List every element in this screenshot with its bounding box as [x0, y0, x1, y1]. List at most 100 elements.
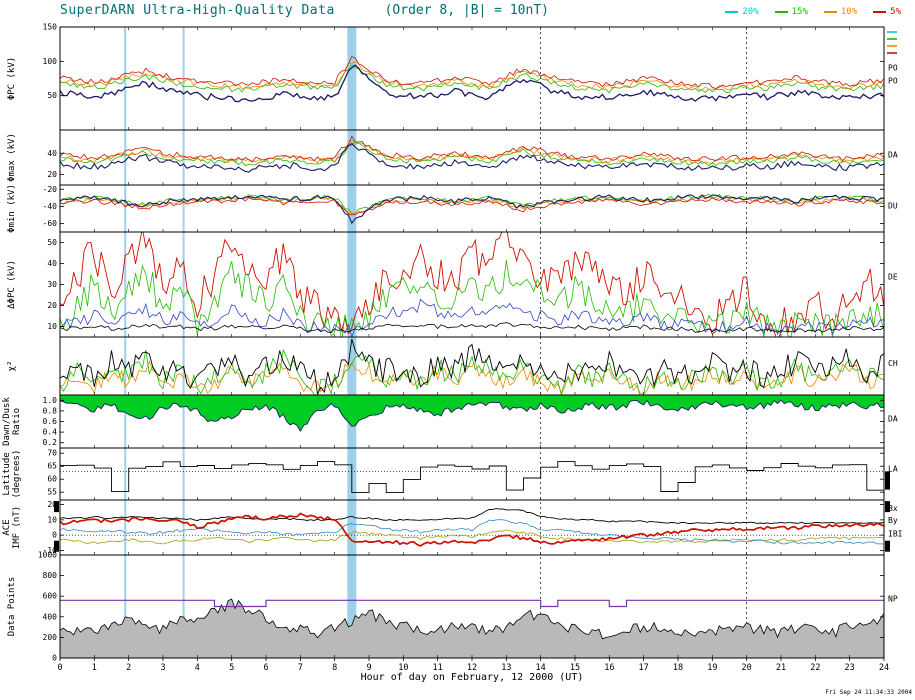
x-tick-label: 16 — [604, 663, 614, 673]
y-tick-label: 0.2 — [43, 438, 58, 447]
series-pct5 — [60, 232, 884, 337]
right-label: DU — [888, 202, 898, 211]
x-tick-label: 1 — [92, 663, 97, 673]
y-tick-label: 0.4 — [43, 428, 58, 437]
series-floor — [60, 322, 884, 333]
series-n-points — [60, 598, 884, 640]
y-tick-label: 0.6 — [43, 417, 58, 426]
panel-phi-min — [60, 193, 884, 225]
y-tick-label: 40 — [47, 259, 57, 268]
highlight-vline — [182, 27, 185, 658]
series-median — [60, 142, 884, 173]
edge-mark — [885, 471, 890, 490]
series-Bx — [60, 512, 884, 547]
panel-ylabel: (degrees) — [12, 450, 22, 499]
panel-ylabel: ACE — [2, 519, 12, 535]
chart-subtitle: (Order 8, |B| = 10nT) — [384, 3, 549, 18]
panel-ylabel: ΔΦPC (kV) — [7, 260, 17, 309]
x-tick-label: 18 — [673, 663, 683, 673]
legend-label: 20% — [742, 7, 759, 17]
x-tick-label: 20 — [742, 663, 752, 673]
x-tick-label: 6 — [263, 663, 268, 673]
y-tick-label: 20 — [47, 500, 57, 509]
x-tick-label: 3 — [160, 663, 165, 673]
x-tick-label: 14 — [536, 663, 546, 673]
series-ratio-fill — [60, 395, 884, 432]
x-tick-label: 12 — [467, 663, 477, 673]
x-tick-label: 23 — [845, 663, 855, 673]
panel-data-points — [60, 598, 884, 658]
y-tick-label: 30 — [47, 280, 57, 289]
x-axis-title: Hour of day on February, 12 2000 (UT) — [360, 672, 584, 683]
legend-item: 5% — [873, 7, 901, 17]
x-tick-label: 9 — [366, 663, 371, 673]
x-tick-label: 7 — [298, 663, 303, 673]
series-chi-green — [60, 348, 884, 395]
panel-phi-max — [60, 135, 884, 173]
y-tick-label: 1.0 — [43, 396, 58, 405]
series-median — [60, 194, 884, 225]
y-tick-label: 40 — [47, 149, 57, 158]
x-tick-label: 13 — [501, 663, 511, 673]
panel-ylabel: Ratio — [12, 408, 22, 435]
y-tick-label: 70 — [47, 449, 57, 458]
series-pct10 — [60, 139, 884, 165]
series-Bz — [60, 529, 884, 545]
panel-chi-squared — [60, 338, 884, 395]
x-tick-label: 17 — [639, 663, 649, 673]
y-tick-label: -10 — [43, 546, 58, 555]
x-tick-label: 22 — [810, 663, 820, 673]
series-pct5 — [60, 56, 884, 89]
y-tick-label: 20 — [47, 301, 57, 310]
series-np-threshold — [60, 599, 884, 608]
y-tick-label: 20 — [47, 170, 57, 179]
right-label: LA — [888, 464, 898, 473]
panel-ace-imf — [60, 508, 884, 547]
y-tick-label: 10 — [47, 515, 57, 524]
highlight-vline — [347, 27, 357, 658]
highlight-vline — [124, 27, 127, 658]
edge-mark — [54, 540, 59, 552]
series-latitude — [60, 461, 884, 494]
y-tick-label: 800 — [43, 571, 58, 580]
series-pct15 — [60, 141, 884, 167]
edge-mark — [885, 540, 890, 552]
legend-label: 15% — [791, 7, 808, 17]
x-tick-label: 24 — [879, 663, 889, 673]
x-tick-label: 4 — [195, 663, 200, 673]
series-pct15 — [60, 64, 884, 94]
print-timestamp: Fri Sep 24 11:34:33 2004 — [825, 689, 912, 696]
panel-phi-pc — [60, 56, 884, 103]
y-tick-label: 600 — [43, 592, 58, 601]
x-tick-label: 19 — [707, 663, 717, 673]
x-tick-label: 0 — [57, 663, 62, 673]
right-label: NP — [888, 594, 898, 603]
y-tick-label: 0 — [52, 531, 57, 540]
edge-mark — [885, 501, 890, 513]
panel-ylabel: Latitude — [2, 452, 12, 495]
legend-dash-icon — [774, 11, 788, 13]
panel-ylabel: Dawn/Dusk — [2, 397, 12, 446]
series-|B| — [60, 508, 884, 525]
panel-ylabel: IMF (nT) — [12, 506, 22, 549]
y-tick-label: 1000 — [38, 551, 57, 560]
panel-ylabel: χ² — [7, 361, 17, 372]
right-label: IBI — [888, 529, 903, 538]
right-label: PO — [888, 63, 898, 72]
y-tick-label: -40 — [43, 202, 58, 211]
series-chi-black — [60, 338, 884, 395]
legend-item: 20% — [725, 7, 759, 17]
right-label: By — [888, 516, 898, 525]
y-tick-label: 0 — [52, 654, 57, 663]
edge-mark — [54, 501, 59, 513]
right-label: CH — [888, 359, 898, 368]
legend-dash-icon — [725, 11, 739, 13]
right-label: Bx — [888, 504, 898, 513]
series-n-points-fill — [60, 599, 884, 658]
right-label: DA — [888, 151, 898, 160]
percentile-legend: 20% 15% 10% 5% — [725, 7, 901, 17]
x-tick-label: 5 — [229, 663, 234, 673]
panel-ylabel: Data Points — [7, 577, 17, 637]
